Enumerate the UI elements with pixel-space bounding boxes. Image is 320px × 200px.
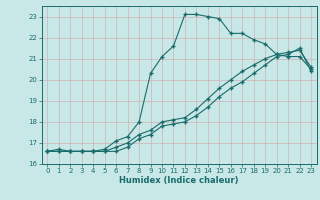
X-axis label: Humidex (Indice chaleur): Humidex (Indice chaleur)	[119, 176, 239, 185]
